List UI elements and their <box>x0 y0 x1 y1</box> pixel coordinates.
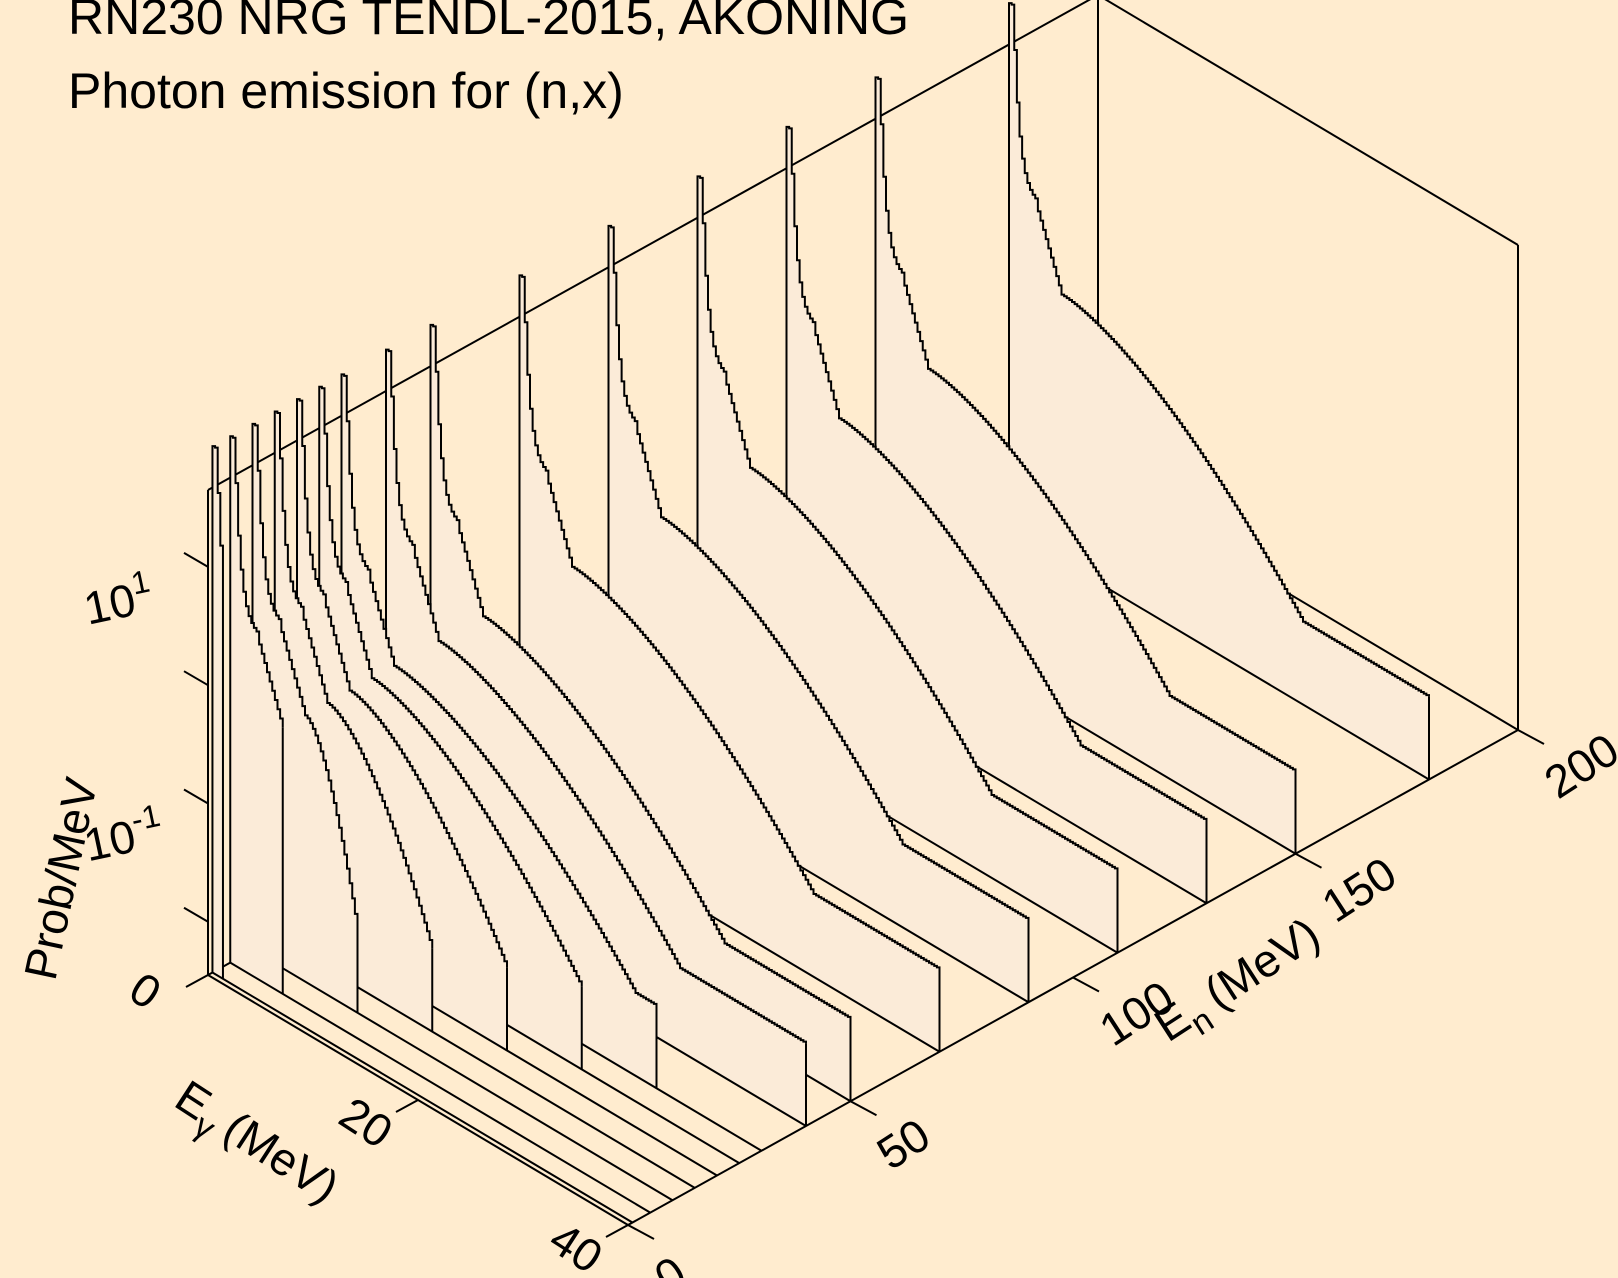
spectra-group <box>211 2 1430 1224</box>
spectrum-baseline <box>229 961 651 1214</box>
x-tick-label: 0 <box>121 962 171 1020</box>
spectrum-en-1 <box>211 445 633 1224</box>
x-tick-mark <box>395 1099 419 1113</box>
z-major-tick <box>183 788 209 805</box>
z-minor-tick <box>183 670 209 687</box>
spectrum-curve <box>696 175 1119 870</box>
spectrum-curve <box>1008 2 1430 697</box>
z-axis-label: Prob/MeV <box>14 773 107 984</box>
y-tick-mark <box>1072 976 1100 993</box>
chart-title: RN230 NRG TENDL-2015, AKONING <box>68 0 909 45</box>
spectrum-en-5 <box>229 435 651 1214</box>
y-tick-label: 150 <box>1313 847 1406 932</box>
x-axis-label-unit: (MeV) <box>215 1101 348 1213</box>
x-tick-label: 20 <box>331 1087 402 1158</box>
x-tick-mark <box>605 1224 629 1238</box>
y-axis-label: En(MeV) <box>1145 907 1334 1060</box>
spectrum-curve <box>429 323 852 1019</box>
spectrum-fill <box>1009 3 1429 780</box>
spectrum-curve <box>251 422 359 951</box>
z-major-tick <box>183 552 209 568</box>
box-edge-top-back <box>207 0 1092 491</box>
y-tick-mark <box>1295 852 1322 869</box>
spectrum-curve <box>518 274 941 969</box>
z-minor-tick <box>183 906 209 923</box>
spectrum-curve <box>296 398 508 968</box>
y-axis-label-unit: (MeV) <box>1195 907 1328 1019</box>
x-tick-mark <box>185 974 209 988</box>
spectrum-curve <box>273 410 434 949</box>
spectrum-fill <box>212 446 223 979</box>
y-tick-mark <box>850 1100 877 1117</box>
spectrum-curve <box>211 445 224 973</box>
spectrum-curve <box>607 224 1030 920</box>
y-tick-label: 200 <box>1535 723 1618 808</box>
y-tick-label: 0 <box>645 1246 695 1278</box>
spectrum-curve <box>785 125 1208 821</box>
spectrum-baseline <box>251 949 674 1202</box>
y-tick-label: 50 <box>868 1108 939 1179</box>
y-tick-mark <box>627 1224 655 1240</box>
box-edge-top-right <box>1104 0 1519 246</box>
spectrum-curve <box>318 385 583 987</box>
x-axis-label: Eγ(MeV) <box>161 1070 348 1222</box>
y-tick-mark <box>1517 729 1545 745</box>
spectrum-curve <box>340 373 658 1006</box>
spectrum-baseline <box>211 971 633 1224</box>
z-tick-label: 101 <box>78 563 158 635</box>
x-tick-label: 40 <box>541 1212 612 1278</box>
spectrum-curve <box>385 348 807 1044</box>
chart-subtitle: Photon emission for (n,x) <box>68 63 624 119</box>
spectrum-curve <box>229 435 284 963</box>
spectrum-curve <box>874 76 1297 771</box>
